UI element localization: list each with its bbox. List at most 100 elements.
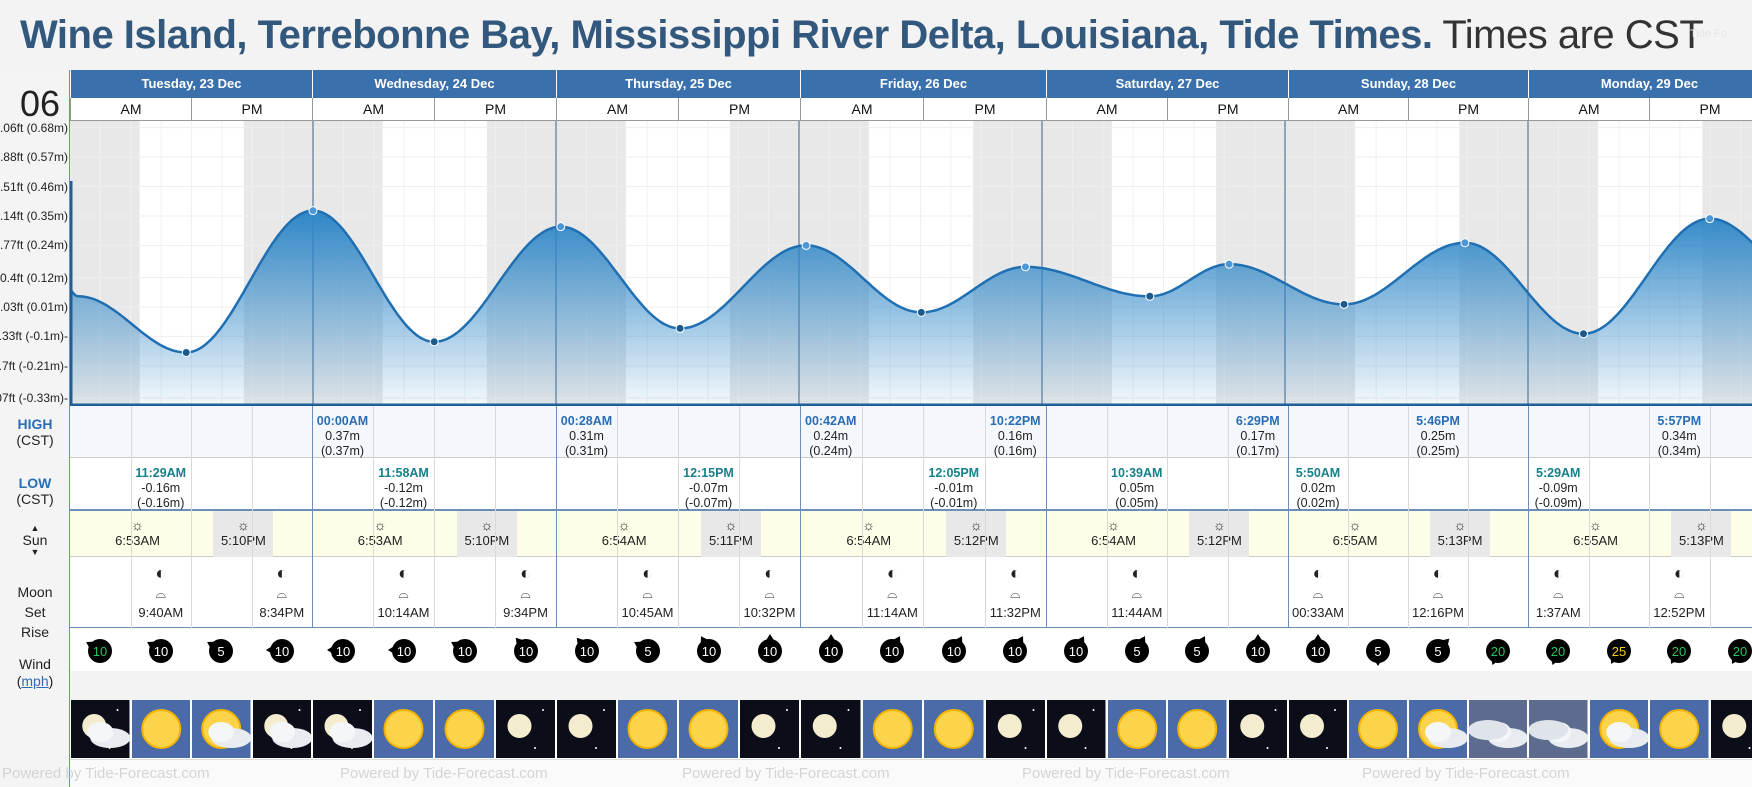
moon-phase-icon: ◐	[520, 563, 531, 583]
sun-label: Sun	[22, 532, 48, 548]
high-tide-time: 5:46PM	[1416, 414, 1460, 428]
low-tide-height-m: (0.05m)	[1115, 496, 1159, 510]
low-tide-time: 5:50AM	[1295, 466, 1341, 480]
pm-label: PM	[678, 98, 800, 121]
sunset-cell: ☼ 5:10PM	[456, 511, 517, 557]
high-tide-cell: 10:22PM 0.16m (0.16m)	[985, 414, 1047, 459]
day-header: Sunday, 28 Dec	[1288, 70, 1528, 98]
slot-divider	[984, 406, 986, 628]
moon-set-label: Set	[24, 604, 46, 620]
moon-phase-icon: ◐	[276, 563, 288, 583]
sunny-weather-icon	[435, 700, 494, 758]
moon-time: 8:34PM	[259, 605, 305, 620]
pm-label: PM	[191, 98, 312, 121]
sunset-cell: ☼ 5:10PM	[213, 511, 274, 557]
low-label-box: LOW (CST)	[0, 475, 70, 507]
sunrise-cell: ☼ 6:55AM	[1327, 511, 1383, 557]
footer-credit: Powered by Tide-Forecast.com	[682, 765, 890, 782]
footer-credit: Powered by Tide-Forecast.com	[1022, 765, 1230, 782]
sunrise-cell: ☼ 6:54AM	[1086, 511, 1142, 557]
y-tick-label: 0.77ft (0.24m)	[0, 238, 68, 253]
wind-icon: 10	[1306, 634, 1330, 663]
row-labels-column	[0, 70, 70, 787]
day-header: Friday, 26 Dec	[800, 70, 1046, 98]
sunny-weather-icon	[679, 700, 738, 758]
low-tide-cell: 10:39AM 0.05m (0.05m)	[1107, 466, 1168, 511]
wind-speed: 10	[93, 644, 107, 659]
night-weather-icon	[1047, 700, 1106, 758]
wind-speed: 10	[824, 644, 838, 659]
low-tide-cell: 11:29AM -0.16m (-0.16m)	[131, 466, 192, 511]
sunrise-icon: ☼	[1107, 517, 1120, 533]
moon-phase-icon: ◐	[886, 563, 898, 583]
sunrise-icon: ☼	[131, 517, 144, 533]
high-tide-cell: 5:46PM 0.25m (0.25m)	[1408, 414, 1468, 459]
partly-sunny-weather-icon	[1409, 700, 1467, 758]
am-label: AM	[800, 98, 923, 121]
pm-label: PM	[434, 98, 556, 121]
wind-speed: 10	[518, 644, 532, 659]
high-tide-height-m: (0.16m)	[993, 444, 1037, 458]
slot-divider	[373, 406, 374, 628]
tide-tables: 00:00AM 0.37m (0.37m) 00:28AM 0.31m (0.31m) 00…	[70, 406, 1752, 759]
moon-event-icon: ⌓	[276, 586, 287, 601]
low-tide-height-m: (-0.01m)	[930, 496, 978, 510]
low-tide-cell: 12:05PM -0.01m (-0.01m)	[923, 466, 985, 511]
high-tide-row: 00:00AM 0.37m (0.37m) 00:28AM 0.31m (0.31m) 00…	[70, 406, 1752, 458]
moon-time: 12:52PM	[1653, 605, 1706, 620]
pm-label: PM	[923, 98, 1046, 121]
day-header: Monday, 29 Dec	[1528, 70, 1752, 98]
high-tide-cell: 00:28AM 0.31m (0.31m)	[556, 414, 617, 459]
wind-icon: 5	[1366, 639, 1390, 666]
moon-phase-icon: ◐	[1552, 563, 1564, 583]
moon-time: 9:34PM	[503, 605, 548, 620]
moon-time: 00:33AM	[1291, 605, 1345, 620]
high-tide-time: 5:57PM	[1657, 414, 1702, 428]
footer-credit: Powered by Tide-Forecast.com	[1362, 765, 1570, 782]
night-weather-icon	[1710, 700, 1752, 758]
sunset-time: 5:12PM	[1197, 533, 1242, 548]
moon-time: 1:37AM	[1535, 605, 1581, 620]
moon-cell: ◐ ⌓ 12:52PM	[1649, 562, 1710, 622]
wind-icon: 10	[941, 636, 966, 663]
sunset-icon: ☼	[480, 517, 494, 533]
low-tide-row: 11:29AM -0.16m (-0.16m) 11:58AM -0.12m (-0.12…	[70, 458, 1752, 511]
wind-icon: 10	[513, 637, 538, 663]
low-tide-time: 11:58AM	[378, 466, 429, 480]
y-tick-label: 0.03ft (0.01m)	[0, 299, 68, 314]
slot-divider	[739, 406, 740, 628]
sunrise-time: 6:55AM	[1332, 533, 1378, 548]
day-divider	[312, 406, 313, 628]
moon-event-icon: ⌓	[642, 586, 653, 601]
wind-speed: 10	[885, 644, 899, 659]
wind-icon: 10	[1003, 636, 1028, 663]
low-label: LOW	[18, 475, 52, 491]
high-tide-point	[308, 206, 318, 216]
low-tide-point	[675, 323, 685, 333]
moon-phase-icon: ◐	[1131, 563, 1143, 583]
sun-label-box: ▲ Sun ▼	[0, 524, 70, 557]
wind-speed: 10	[947, 644, 961, 659]
moon-event-icon: ⌓	[1432, 586, 1444, 601]
wind-unit-link[interactable]: mph	[21, 673, 49, 689]
sunrise-icon: ☼	[617, 517, 631, 533]
sunny-weather-icon	[374, 700, 433, 758]
day-header: Tuesday, 23 Dec	[70, 70, 312, 98]
low-tide-height: -0.07m	[689, 481, 728, 495]
am-label: AM	[556, 98, 678, 121]
low-tide-height-m: (-0.09m)	[1534, 496, 1582, 510]
moon-label: Moon	[17, 584, 53, 600]
sun-down-icon: ▼	[30, 547, 40, 557]
moon-phase-icon: ◐	[764, 563, 775, 583]
day-header-bar: Tuesday, 23 Dec Wednesday, 24 Dec Thursday…	[70, 70, 1752, 98]
wind-icon: 5	[1185, 636, 1210, 663]
wind-icon: 10	[1245, 634, 1270, 663]
night-weather-icon	[740, 700, 799, 758]
slot-divider	[495, 406, 496, 628]
partly-sunny-weather-icon	[1589, 700, 1648, 758]
overcast-weather-icon	[1529, 700, 1588, 758]
wind-icon: 10	[146, 639, 173, 663]
tide-chart	[70, 121, 1752, 406]
moon-cell: ◐ ⌓ 11:14AM	[862, 562, 924, 622]
day-divider	[1528, 406, 1529, 628]
